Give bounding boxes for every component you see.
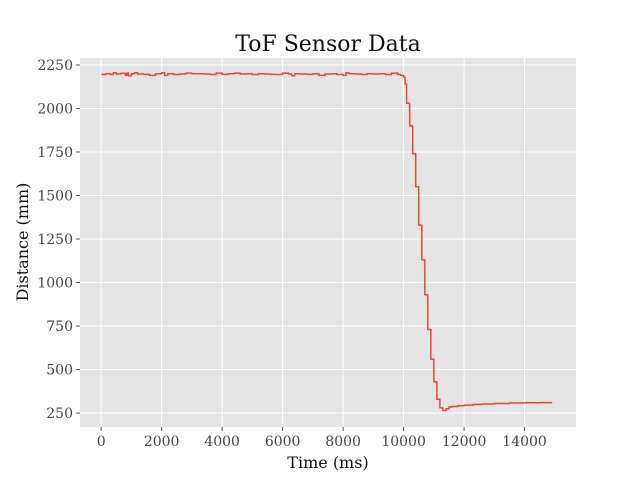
y-tick-label: 2250 bbox=[37, 58, 73, 74]
y-tick-label: 2000 bbox=[37, 101, 73, 117]
x-tick-label: 0 bbox=[97, 434, 106, 450]
series-line bbox=[101, 72, 553, 412]
x-tick-label: 8000 bbox=[325, 434, 361, 450]
y-tick-label: 250 bbox=[46, 406, 73, 422]
y-tick-label: 1000 bbox=[37, 276, 73, 292]
y-axis-label: Distance (mm) bbox=[13, 183, 32, 302]
y-tick-label: 1500 bbox=[37, 189, 73, 205]
plot-area bbox=[80, 58, 576, 427]
x-axis-label: Time (ms) bbox=[287, 453, 368, 472]
x-tick-label: 14000 bbox=[502, 434, 547, 450]
x-tick-label: 4000 bbox=[204, 434, 240, 450]
tick-labels: 0 2000 4000 6000 8000 10000 12000 14000 250 500 75… bbox=[37, 58, 546, 450]
x-tick-label: 10000 bbox=[381, 434, 426, 450]
chart-title: ToF Sensor Data bbox=[235, 32, 421, 57]
y-tick-label: 1750 bbox=[37, 145, 73, 161]
y-tick-label: 500 bbox=[46, 363, 73, 379]
x-tick-label: 2000 bbox=[144, 434, 180, 450]
y-tick-label: 1250 bbox=[37, 232, 73, 248]
y-tick-label: 750 bbox=[46, 319, 73, 335]
x-tick-label: 6000 bbox=[265, 434, 301, 450]
x-tick-label: 12000 bbox=[442, 434, 487, 450]
grid-lines bbox=[80, 58, 576, 427]
